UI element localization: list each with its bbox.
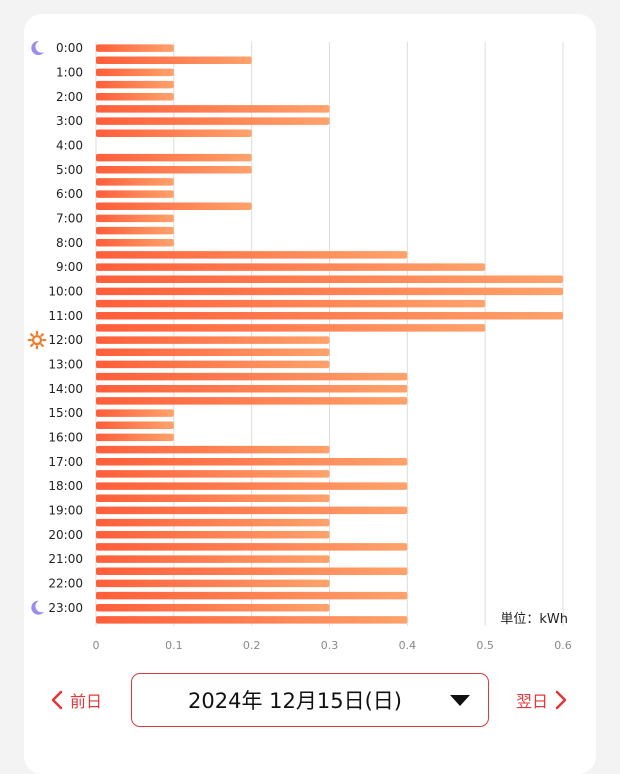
hour-label: 10:00 xyxy=(48,284,83,298)
bar xyxy=(96,531,330,539)
caret-down-icon xyxy=(450,695,470,706)
bar xyxy=(96,397,408,405)
hour-label: 18:00 xyxy=(48,479,83,493)
x-tick-label: 0.1 xyxy=(165,639,183,652)
bar xyxy=(96,80,174,89)
hour-label: 11:00 xyxy=(48,309,83,323)
hour-label: 5:00 xyxy=(56,163,83,177)
hour-label: 19:00 xyxy=(48,503,83,517)
hour-label: 23:00 xyxy=(48,601,83,615)
bar xyxy=(96,604,330,612)
prev-day-button[interactable]: 前日 xyxy=(50,688,102,712)
bar xyxy=(96,591,408,600)
bar xyxy=(96,263,486,271)
bar xyxy=(96,433,174,442)
bar xyxy=(96,518,330,527)
bar xyxy=(96,178,174,186)
bar xyxy=(96,470,330,478)
chevron-right-icon xyxy=(555,690,567,710)
bar xyxy=(96,56,252,64)
date-select[interactable]: 2024年 12月15日(日) xyxy=(131,673,489,727)
x-tick-label: 0.3 xyxy=(321,639,339,652)
bar xyxy=(96,299,486,308)
hour-label: 7:00 xyxy=(56,211,83,225)
bar xyxy=(96,190,174,198)
bar xyxy=(96,421,174,429)
hour-label: 21:00 xyxy=(48,552,83,566)
bar xyxy=(96,616,408,624)
next-day-button[interactable]: 翌日 xyxy=(516,688,568,712)
x-tick-label: 0 xyxy=(93,639,100,652)
hour-label: 3:00 xyxy=(56,114,83,128)
chevron-left-icon xyxy=(51,690,63,710)
bar xyxy=(96,226,174,235)
usage-chart: 0 0.1 0.2 0.3 0.4 0.5 0.6 0:00 1:00 2:00 3:00 4:00 5… xyxy=(27,41,572,652)
bar xyxy=(96,105,330,113)
bar xyxy=(96,93,174,101)
bar xyxy=(96,214,174,223)
bar xyxy=(96,348,330,356)
hour-label: 2:00 xyxy=(56,90,83,104)
hour-label: 12:00 xyxy=(48,333,83,347)
bar xyxy=(96,153,252,162)
bar xyxy=(96,579,330,588)
hour-label: 9:00 xyxy=(56,260,83,274)
bar xyxy=(96,312,563,320)
hour-label: 16:00 xyxy=(48,430,83,444)
bar xyxy=(96,555,330,563)
bar xyxy=(96,324,486,332)
moon-icon xyxy=(31,41,44,56)
bar xyxy=(96,494,330,502)
x-tick-label: 0.5 xyxy=(476,639,494,652)
bar xyxy=(96,129,252,137)
next-day-label: 翌日 xyxy=(516,692,549,711)
sun-icon xyxy=(27,330,47,350)
bar xyxy=(96,68,174,77)
hour-label: 8:00 xyxy=(56,236,83,250)
bar xyxy=(96,567,408,575)
bar xyxy=(96,251,408,259)
bar xyxy=(96,409,174,417)
hour-label: 17:00 xyxy=(48,455,83,469)
bar xyxy=(96,275,563,283)
bar xyxy=(96,360,330,369)
hour-label: 0:00 xyxy=(56,41,83,55)
bar xyxy=(96,166,252,174)
moon-icon xyxy=(31,600,44,615)
bar xyxy=(96,239,174,247)
bar xyxy=(96,543,408,551)
hour-label: 14:00 xyxy=(48,382,83,396)
x-tick-label: 0.6 xyxy=(554,639,572,652)
bar xyxy=(96,202,252,210)
bar xyxy=(96,287,563,296)
bar xyxy=(96,44,174,52)
bar xyxy=(96,506,408,515)
hour-label: 15:00 xyxy=(48,406,83,420)
unit-label: 単位：kWh xyxy=(500,611,568,627)
bar xyxy=(96,482,408,490)
bar xyxy=(96,458,408,466)
hour-label: 4:00 xyxy=(56,138,83,152)
x-tick-label: 0.4 xyxy=(399,639,417,652)
hour-label: 6:00 xyxy=(56,187,83,201)
hour-label: 13:00 xyxy=(48,357,83,371)
hour-label: 20:00 xyxy=(48,528,83,542)
bar xyxy=(96,372,408,381)
bar xyxy=(96,385,408,393)
hour-label: 1:00 xyxy=(56,65,83,79)
hour-label: 22:00 xyxy=(48,576,83,590)
chart-card: 0 0.1 0.2 0.3 0.4 0.5 0.6 0:00 1:00 2:00 3:00 4:00 5… xyxy=(24,14,596,774)
prev-day-label: 前日 xyxy=(70,692,103,711)
bar xyxy=(96,336,330,344)
date-label: 2024年 12月15日(日) xyxy=(188,689,402,713)
bar xyxy=(96,445,330,454)
x-tick-label: 0.2 xyxy=(243,639,261,652)
bar xyxy=(96,117,330,125)
